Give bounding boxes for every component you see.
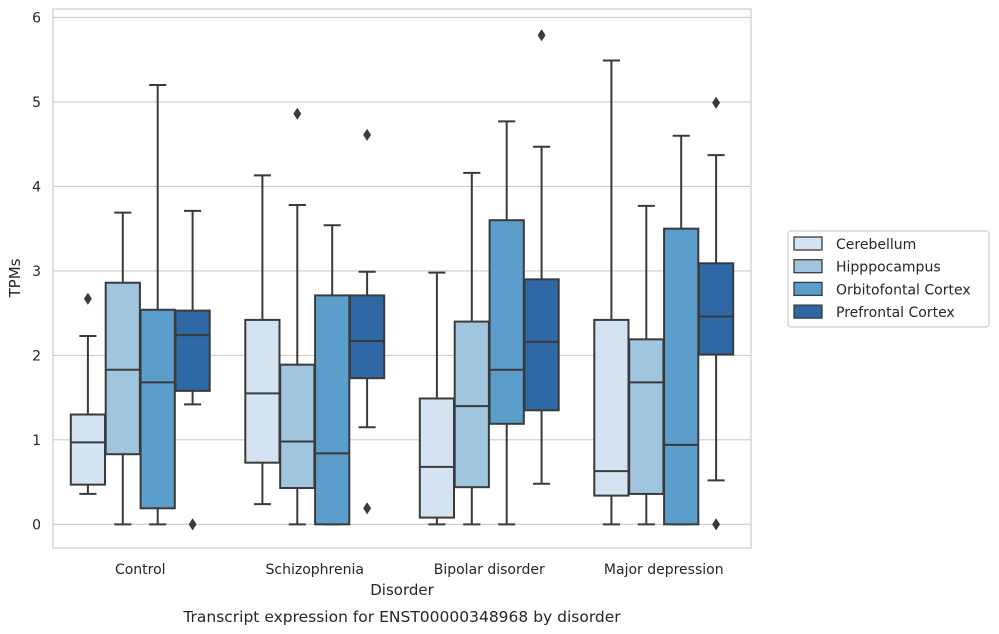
x-tick-label: Control xyxy=(115,562,166,578)
box-body xyxy=(593,318,630,497)
box-body xyxy=(418,397,456,519)
box-1-3 xyxy=(628,204,665,526)
box-3-0 xyxy=(174,209,211,531)
box-body xyxy=(279,363,316,490)
y-axis-label: TPMs xyxy=(6,258,24,298)
y-tick-label: 4 xyxy=(32,179,41,195)
box-3-1 xyxy=(348,128,386,515)
box-body xyxy=(523,278,560,412)
box-body xyxy=(697,262,735,356)
box-body xyxy=(663,227,700,526)
y-tick-label: 0 xyxy=(32,517,41,533)
box-body xyxy=(174,309,211,392)
box-body xyxy=(139,308,176,510)
x-axis-label: Disorder xyxy=(370,581,434,599)
outlier-point xyxy=(293,107,302,120)
box-2-2 xyxy=(488,120,525,526)
outlier-point xyxy=(83,292,92,305)
box-2-0 xyxy=(139,84,176,526)
box-0-2 xyxy=(418,271,456,526)
box-2-3 xyxy=(663,134,700,526)
legend-label: Orbitofontal Cortex xyxy=(836,282,971,298)
boxes xyxy=(69,29,735,531)
chart-caption: Transcript expression for ENST0000034896… xyxy=(182,608,621,626)
legend-label: Prefrontal Cortex xyxy=(836,305,955,321)
box-body xyxy=(628,338,665,495)
outlier-point xyxy=(363,502,372,515)
legend-label: Hipppocampus xyxy=(836,260,941,276)
box-body xyxy=(244,318,281,464)
legend: Cerebellum Hipppocampus Orbitofontal Corte… xyxy=(787,230,990,328)
legend-frame xyxy=(787,230,990,328)
legend-label: Cerebellum xyxy=(836,237,916,253)
legend-swatch xyxy=(793,259,823,274)
box-0-0 xyxy=(69,292,107,495)
y-tick-label: 1 xyxy=(32,433,41,449)
box-3-2 xyxy=(523,29,560,485)
y-tick-label: 6 xyxy=(32,10,41,26)
box-body xyxy=(314,294,351,526)
y-tick-label: 2 xyxy=(32,348,41,364)
x-tick-label: Major depression xyxy=(604,562,724,578)
outlier-point xyxy=(363,128,372,141)
box-1-1 xyxy=(279,107,316,526)
x-tick-label: Schizophrenia xyxy=(266,562,364,578)
box-body xyxy=(69,413,107,486)
box-2-1 xyxy=(314,224,351,526)
x-axis-ticks: Control Schizophrenia Bipolar disorder Majo… xyxy=(115,562,724,578)
outlier-point xyxy=(537,29,546,42)
box-0-3 xyxy=(593,59,630,526)
legend-swatch xyxy=(793,236,823,251)
box-1-2 xyxy=(453,171,490,526)
box-body xyxy=(348,294,386,380)
legend-swatch xyxy=(793,281,823,297)
y-tick-label: 3 xyxy=(32,264,41,280)
box-body xyxy=(453,320,490,489)
outlier-point xyxy=(712,518,721,531)
box-3-3 xyxy=(697,96,735,531)
box-body xyxy=(104,281,141,456)
legend-swatch xyxy=(793,304,823,319)
y-axis-ticks: 0 1 2 3 4 5 6 xyxy=(32,10,41,533)
box-body xyxy=(488,219,525,425)
x-tick-label: Bipolar disorder xyxy=(434,562,545,578)
y-tick-label: 5 xyxy=(32,95,41,111)
outlier-point xyxy=(188,518,197,531)
outlier-point xyxy=(712,96,721,109)
